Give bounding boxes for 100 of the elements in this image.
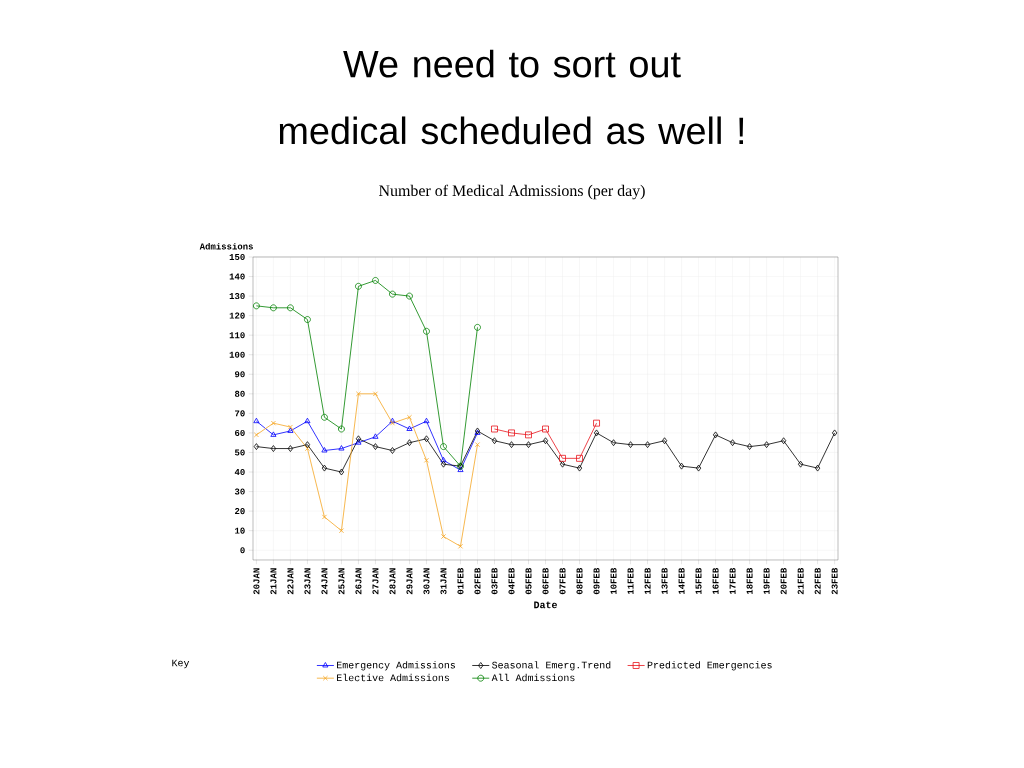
x-tick-label: 07FEB (559, 567, 566, 595)
point (338, 528, 344, 534)
point (440, 443, 447, 451)
x-tick-label: 31JAN (440, 568, 447, 595)
x-tick-label: 03FEB (491, 567, 498, 595)
point (678, 462, 685, 470)
point (355, 439, 362, 445)
point (695, 464, 702, 472)
point (440, 534, 446, 540)
x-tick-label: 22JAN (287, 568, 294, 595)
x-axis-title: Date (534, 601, 557, 609)
x-tick-label: 16FEB (712, 567, 719, 595)
point (389, 290, 396, 298)
x-tick-label: 26JAN (355, 568, 362, 595)
point (576, 454, 583, 462)
point (270, 420, 276, 426)
point (423, 417, 430, 424)
x-tick-label: 19FEB (763, 567, 770, 595)
point (321, 464, 328, 472)
chart-title: We need to sort out medical scheduled as well ! (279, 49, 744, 145)
point (253, 302, 260, 310)
point (593, 429, 600, 437)
y-tick-label: 0 (240, 547, 245, 554)
x-tick-label: 29JAN (406, 568, 413, 595)
point (338, 445, 345, 451)
point (423, 327, 430, 335)
point (321, 413, 328, 421)
point (508, 441, 515, 449)
point (423, 435, 430, 443)
point (457, 543, 463, 549)
y-tick-label: 40 (234, 468, 245, 476)
point (440, 456, 447, 463)
point (321, 447, 328, 453)
point (627, 441, 634, 449)
y-tick-label: 120 (229, 312, 245, 319)
point (729, 439, 736, 447)
x-tick-label: 18FEB (746, 567, 753, 595)
legend-label: Elective Admissions (337, 673, 450, 682)
point (610, 439, 617, 447)
point (763, 441, 770, 449)
point (270, 445, 277, 452)
point (831, 429, 838, 437)
point (321, 514, 327, 520)
point (270, 431, 277, 437)
point (372, 443, 379, 451)
point (474, 323, 481, 331)
point (372, 391, 378, 397)
point (508, 429, 515, 437)
y-tick-label: 70 (235, 410, 245, 417)
y-tick-label: 50 (234, 449, 245, 456)
y-tick-label: 20 (235, 508, 245, 515)
legend-title: Key (172, 659, 190, 669)
x-tick-label: 02FEB (474, 567, 481, 595)
x-tick-label: 12FEB (644, 567, 651, 595)
x-tick-label: 23JAN (304, 568, 311, 595)
y-axis-title: Admissions (199, 242, 253, 250)
x-tick-label: 28JAN (389, 568, 396, 595)
point (576, 464, 583, 472)
x-tick-label: 08FEB (576, 567, 583, 595)
point (780, 437, 787, 445)
point (559, 454, 566, 462)
point (491, 425, 498, 433)
x-tick-label: 06FEB (542, 567, 549, 595)
point (525, 441, 532, 449)
point (542, 425, 549, 433)
x-tick-label: 01FEB (457, 567, 464, 595)
point (287, 445, 294, 452)
x-tick-label: 24JAN (321, 568, 328, 595)
point (304, 441, 311, 449)
point (304, 446, 310, 452)
point (542, 437, 549, 445)
y-tick-label: 110 (229, 332, 245, 339)
x-tick-label: 21JAN (270, 568, 277, 595)
point (355, 282, 362, 290)
x-tick-label: 05FEB (525, 567, 532, 595)
x-tick-label: 22FEB (814, 567, 821, 595)
point (355, 391, 361, 397)
x-tick-label: 15FEB (695, 567, 702, 595)
point (372, 277, 379, 284)
point (457, 466, 464, 472)
legend-label: All Admissions (491, 673, 575, 682)
x-tick-label: 23FEB (831, 567, 838, 595)
y-tick-label: 140 (229, 273, 245, 280)
point (406, 425, 413, 431)
point (372, 433, 379, 439)
point (593, 419, 600, 427)
legend-label: Predicted Emergencies (647, 661, 772, 671)
y-tick-label: 130 (229, 293, 245, 300)
y-tick-label: 60 (235, 429, 245, 436)
point (746, 443, 753, 451)
point (355, 435, 362, 443)
x-tick-label: 20JAN (253, 568, 260, 595)
x-tick-label: 09FEB (593, 567, 600, 595)
y-tick-label: 150 (229, 253, 245, 261)
y-tick-label: 30 (234, 488, 245, 495)
point (559, 460, 566, 468)
x-tick-label: 10FEB (610, 567, 617, 595)
point (525, 431, 532, 439)
x-tick-label: 20FEB (780, 567, 787, 595)
point (338, 425, 345, 433)
